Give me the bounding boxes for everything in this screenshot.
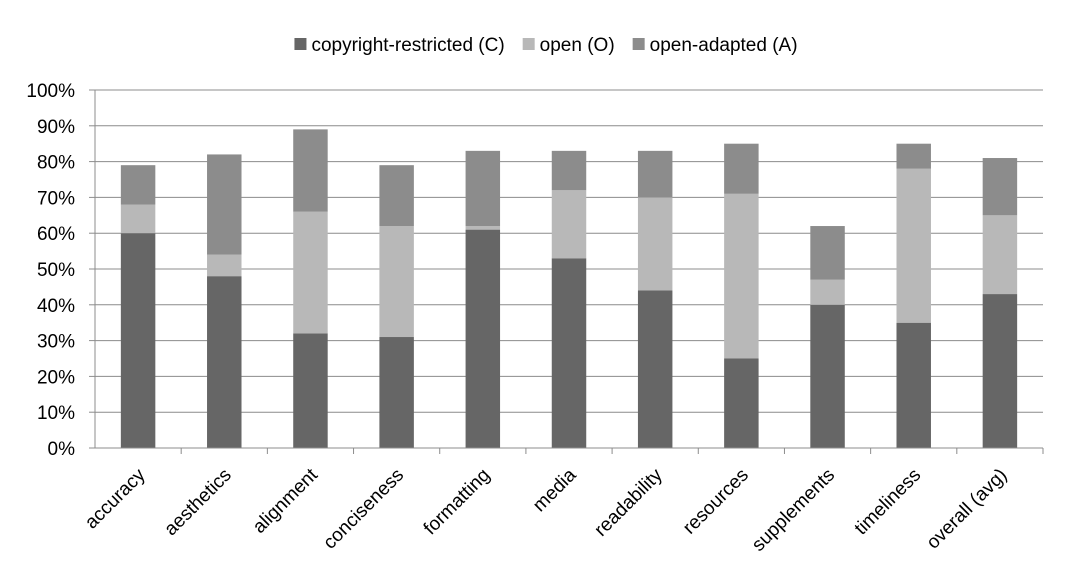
x-tick-label: readability <box>591 464 667 540</box>
bar-segment <box>810 226 845 280</box>
legend-label: open (O) <box>540 35 615 56</box>
bar-segment <box>120 165 156 205</box>
x-tick-label: alignment <box>249 464 323 538</box>
bar-segment <box>379 226 414 338</box>
y-tick-label: 20% <box>37 367 75 388</box>
bar-segment <box>637 197 673 291</box>
bar-segment <box>379 337 414 448</box>
y-tick-label: 50% <box>37 260 75 281</box>
bar-segment <box>293 129 328 212</box>
bar-segment <box>982 158 1018 216</box>
x-tick-label: accuracy <box>81 464 150 533</box>
bar-segment <box>207 276 242 448</box>
bar-segment <box>982 215 1018 295</box>
bar-segment <box>207 154 242 255</box>
y-tick-label: 0% <box>48 439 76 460</box>
x-tick-label: overall (avg) <box>923 465 1012 554</box>
y-axis-ticks: 0% 10% 20% 30% 40% 50% 60% 70% 80% 90% 100% <box>26 81 75 460</box>
bar-segment <box>379 165 414 227</box>
axes <box>89 89 1044 454</box>
bar-segment <box>896 143 931 169</box>
bar-segment <box>120 204 156 234</box>
y-tick-label: 100% <box>26 81 75 102</box>
bar-segment <box>724 358 759 448</box>
x-tick-label: timeliness <box>851 465 926 540</box>
bar-segment <box>637 150 673 198</box>
bar-segment <box>465 229 501 448</box>
y-tick-label: 60% <box>37 224 75 245</box>
x-tick-label: conciseness <box>319 465 408 554</box>
bar-segment <box>810 304 845 448</box>
bar-segment <box>293 211 328 334</box>
bar-segment <box>896 168 931 323</box>
x-tick-label: resources <box>679 465 753 539</box>
legend-label: open-adapted (A) <box>650 35 798 56</box>
bar-segment <box>207 254 242 277</box>
bar-segment <box>465 226 501 230</box>
x-tick-label: media <box>529 464 581 516</box>
legend-swatch <box>522 38 535 50</box>
bars <box>120 129 1018 448</box>
x-tick-label: aesthetics <box>160 465 235 540</box>
y-tick-label: 80% <box>37 153 75 174</box>
bar-segment <box>465 150 501 227</box>
bar-segment <box>810 279 845 305</box>
y-tick-label: 70% <box>37 188 75 209</box>
y-tick-label: 90% <box>37 117 75 138</box>
bar-segment <box>896 322 931 448</box>
y-tick-label: 40% <box>37 296 75 317</box>
bar-segment <box>724 193 759 359</box>
legend: copyright-restricted (C) open (O) open-ada… <box>294 35 798 56</box>
x-tick-label: formatting <box>420 465 495 540</box>
bar-segment <box>982 294 1018 448</box>
bar-segment <box>120 233 156 448</box>
y-tick-label: 30% <box>37 332 75 353</box>
bar-segment <box>551 190 587 259</box>
bar-segment <box>551 150 587 191</box>
bar-segment <box>637 290 673 448</box>
y-tick-label: 10% <box>37 403 75 424</box>
legend-swatch <box>632 38 645 50</box>
bar-segment <box>293 333 328 448</box>
legend-label: copyright-restricted (C) <box>311 35 504 56</box>
bar-segment <box>551 258 587 448</box>
bar-segment <box>724 143 759 194</box>
x-tick-label: supplements <box>748 465 839 556</box>
legend-swatch <box>294 38 307 50</box>
